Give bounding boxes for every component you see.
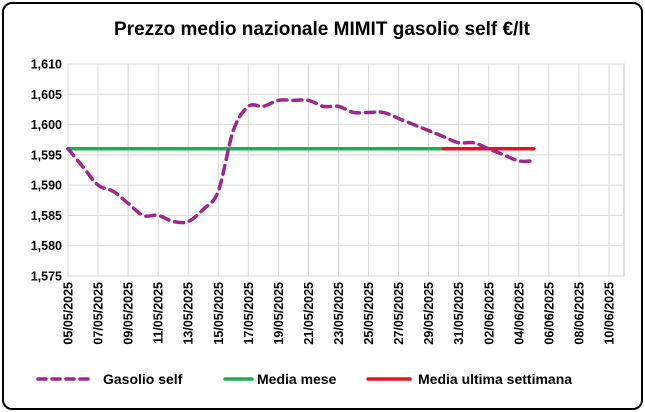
x-tick-label: 31/05/2025 bbox=[452, 282, 466, 345]
x-tick-label: 07/05/2025 bbox=[92, 282, 106, 345]
x-tick-label: 05/05/2025 bbox=[62, 282, 76, 345]
x-tick-label: 04/06/2025 bbox=[512, 282, 526, 345]
y-tick-label: 1,600 bbox=[31, 118, 62, 132]
y-tick-label: 1,580 bbox=[31, 239, 62, 253]
y-tick-label: 1,610 bbox=[31, 58, 62, 72]
legend: Gasolio self Media mese Media ultima setti… bbox=[36, 371, 572, 387]
x-tick-label: 09/05/2025 bbox=[122, 282, 136, 345]
x-tick-label: 29/05/2025 bbox=[422, 282, 436, 345]
y-tick-label: 1,605 bbox=[31, 88, 62, 102]
x-tick-label: 21/05/2025 bbox=[302, 282, 316, 345]
y-tick-label: 1,590 bbox=[31, 179, 62, 193]
legend-label: Gasolio self bbox=[103, 371, 183, 387]
y-tick-label: 1,585 bbox=[31, 209, 62, 223]
series-line-gasolio-self bbox=[66, 98, 536, 225]
x-tick-label: 10/06/2025 bbox=[602, 282, 616, 345]
plot-area-border bbox=[67, 63, 625, 277]
plot-area bbox=[67, 63, 625, 277]
x-tick-label: 11/05/2025 bbox=[152, 282, 166, 344]
x-tick-label: 17/05/2025 bbox=[242, 282, 256, 345]
gridlines bbox=[67, 63, 624, 277]
x-tick-label: 06/06/2025 bbox=[542, 282, 556, 345]
chart-title: Prezzo medio nazionale MIMIT gasolio sel… bbox=[114, 19, 531, 40]
x-axis-ticks: 05/05/2025 07/05/2025 09/05/2025 11/05/2025… bbox=[62, 282, 617, 345]
legend-label: Media mese bbox=[257, 371, 337, 387]
x-tick-label: 08/06/2025 bbox=[572, 282, 586, 345]
y-axis-ticks: 1,575 1,580 1,585 1,590 1,595 1,600 1,605 1,610 bbox=[31, 58, 62, 284]
y-tick-label: 1,575 bbox=[31, 270, 62, 284]
x-tick-label: 15/05/2025 bbox=[212, 282, 226, 345]
x-tick-label: 27/05/2025 bbox=[392, 282, 406, 345]
x-tick-label: 25/05/2025 bbox=[362, 282, 376, 345]
legend-label: Media ultima settimana bbox=[418, 371, 572, 387]
x-tick-label: 23/05/2025 bbox=[332, 282, 346, 345]
x-tick-label: 13/05/2025 bbox=[182, 282, 196, 345]
y-tick-label: 1,595 bbox=[31, 148, 62, 162]
x-tick-label: 02/06/2025 bbox=[482, 282, 496, 345]
series-lines bbox=[66, 98, 536, 225]
x-tick-label: 19/05/2025 bbox=[272, 282, 286, 345]
